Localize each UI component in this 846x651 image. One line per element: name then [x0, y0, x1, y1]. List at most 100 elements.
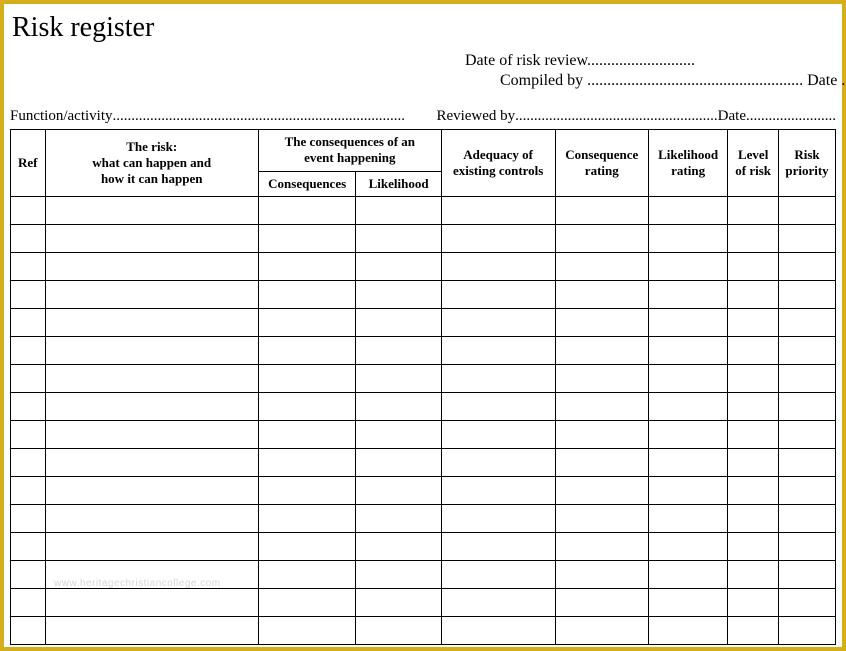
reviewed-date-label: Date [718, 108, 746, 125]
table-cell [258, 252, 356, 280]
table-cell [45, 252, 258, 280]
table-cell [779, 448, 836, 476]
table-cell [779, 224, 836, 252]
function-label: Function/activity [10, 108, 113, 125]
table-cell [728, 308, 779, 336]
table-row [11, 448, 836, 476]
table-cell [45, 392, 258, 420]
table-cell [258, 224, 356, 252]
table-cell [779, 280, 836, 308]
reviewed-by-label: Reviewed by [436, 108, 515, 125]
th-likelihood: Likelihood [356, 171, 441, 196]
table-cell [779, 252, 836, 280]
table-cell [555, 420, 648, 448]
table-cell [779, 336, 836, 364]
table-cell [649, 420, 728, 448]
table-cell [728, 448, 779, 476]
table-cell [555, 392, 648, 420]
table-cell [779, 532, 836, 560]
table-cell [11, 336, 46, 364]
table-cell [45, 448, 258, 476]
table-cell [728, 588, 779, 616]
reviewed-by-dots: ........................................… [515, 108, 718, 125]
table-cell [649, 392, 728, 420]
table-cell [649, 532, 728, 560]
table-cell [45, 588, 258, 616]
table-cell [356, 420, 441, 448]
table-cell [441, 448, 555, 476]
table-cell [441, 336, 555, 364]
table-cell [45, 336, 258, 364]
table-cell [356, 532, 441, 560]
table-cell [555, 504, 648, 532]
table-cell [45, 560, 258, 588]
th-risk: The risk: what can happen and how it can… [45, 130, 258, 197]
table-row [11, 280, 836, 308]
table-row [11, 336, 836, 364]
table-cell [441, 252, 555, 280]
table-cell [356, 448, 441, 476]
table-cell [649, 280, 728, 308]
table-cell [649, 196, 728, 224]
th-adequacy: Adequacy of existing controls [441, 130, 555, 197]
table-cell [258, 448, 356, 476]
th-consequences-group: The consequences of an event happening [258, 130, 441, 172]
table-cell [779, 588, 836, 616]
table-cell [441, 476, 555, 504]
table-cell [356, 476, 441, 504]
table-cell [11, 476, 46, 504]
table-cell [555, 616, 648, 644]
function-row: Function/activity.......................… [10, 108, 836, 125]
table-row [11, 392, 836, 420]
table-cell [649, 364, 728, 392]
table-cell [649, 560, 728, 588]
table-cell [45, 280, 258, 308]
table-cell [45, 420, 258, 448]
table-cell [649, 504, 728, 532]
table-cell [441, 504, 555, 532]
table-cell [555, 336, 648, 364]
table-cell [649, 336, 728, 364]
table-cell [45, 196, 258, 224]
table-cell [356, 336, 441, 364]
table-cell [45, 532, 258, 560]
table-cell [258, 532, 356, 560]
compiled-date-label: Date [807, 72, 837, 89]
function-dots: ........................................… [113, 108, 406, 125]
table-cell [258, 616, 356, 644]
table-cell [728, 224, 779, 252]
table-row [11, 420, 836, 448]
table-cell [11, 280, 46, 308]
table-cell [441, 616, 555, 644]
table-cell [779, 560, 836, 588]
table-row [11, 224, 836, 252]
table-cell [11, 504, 46, 532]
risk-table: Ref The risk: what can happen and how it… [10, 129, 836, 645]
table-cell [555, 280, 648, 308]
table-cell [258, 476, 356, 504]
table-cell [441, 224, 555, 252]
table-cell [779, 616, 836, 644]
table-cell [649, 448, 728, 476]
table-cell [258, 364, 356, 392]
table-cell [11, 616, 46, 644]
table-cell [45, 308, 258, 336]
table-cell [258, 336, 356, 364]
table-row [11, 588, 836, 616]
table-cell [728, 196, 779, 224]
table-cell [45, 364, 258, 392]
table-cell [441, 420, 555, 448]
table-cell [258, 504, 356, 532]
table-row [11, 252, 836, 280]
table-cell [728, 532, 779, 560]
table-cell [728, 392, 779, 420]
table-cell [728, 252, 779, 280]
table-cell [356, 364, 441, 392]
table-cell [728, 560, 779, 588]
table-cell [728, 364, 779, 392]
table-cell [649, 308, 728, 336]
table-cell [441, 280, 555, 308]
table-cell [11, 364, 46, 392]
table-cell [649, 476, 728, 504]
table-cell [11, 420, 46, 448]
